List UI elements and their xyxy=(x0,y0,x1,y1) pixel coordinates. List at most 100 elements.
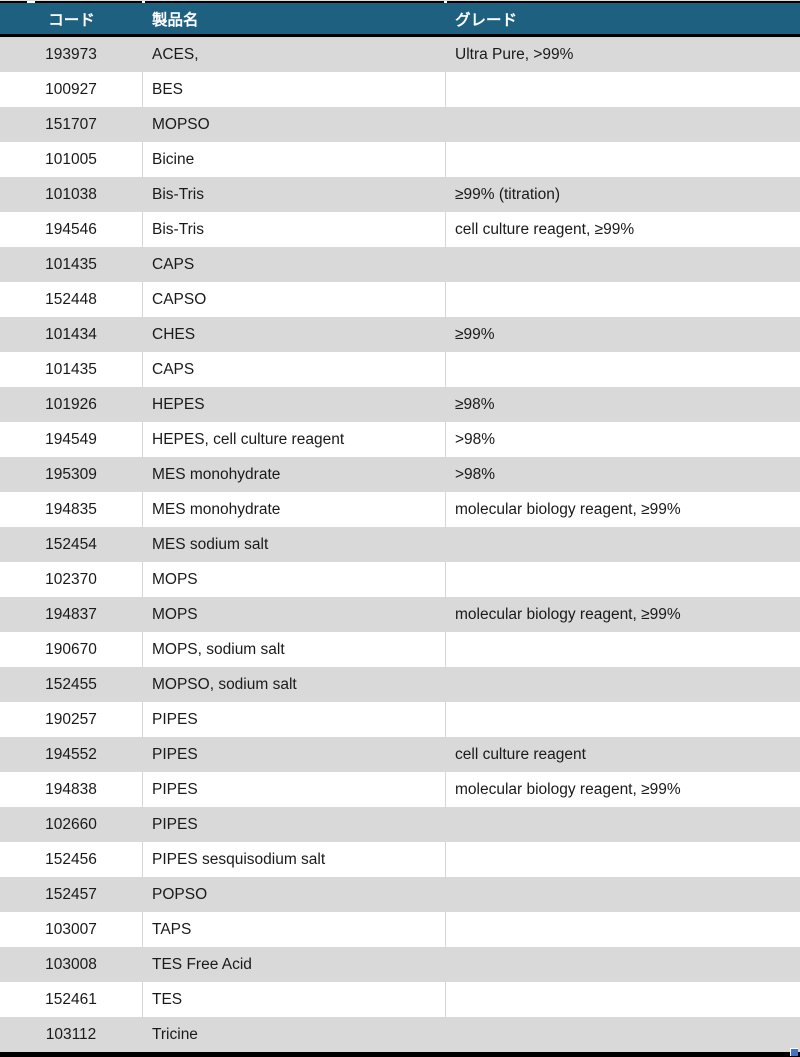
cell-product-name: CAPSO xyxy=(143,282,446,317)
table-row: 101005 Bicine xyxy=(0,142,800,177)
cell-code: 152456 xyxy=(0,842,143,877)
cell-grade: ≥99% (titration) xyxy=(455,185,560,203)
cell-product-name: TAPS xyxy=(143,912,446,947)
cell-code: 195309 xyxy=(0,457,143,492)
cell-code: 152448 xyxy=(0,282,143,317)
cell-code: 102370 xyxy=(0,562,143,597)
table-row: 195309 MES monohydrate >98% xyxy=(0,457,800,492)
cell-product-name: MOPS xyxy=(143,562,446,597)
cell-grade xyxy=(446,282,800,317)
table-row: 152455 MOPSO, sodium salt xyxy=(0,667,800,702)
table-row: 194838 PIPES molecular biology reagent, … xyxy=(0,772,800,807)
table-row: 100927 BES xyxy=(0,72,800,107)
table-header-row: コード 製品名 グレード xyxy=(0,3,800,34)
cell-code: 103007 xyxy=(0,912,143,947)
cell-grade xyxy=(446,527,800,562)
cell-code: 101435 xyxy=(0,352,143,387)
cell-grade: >98% xyxy=(455,465,496,483)
cell-code: 100927 xyxy=(0,72,143,107)
cell-code: 101038 xyxy=(0,177,143,212)
cell-grade xyxy=(446,947,800,982)
table-row: 190670 MOPS, sodium salt xyxy=(0,632,800,667)
cell-code: 101005 xyxy=(0,142,143,177)
cell-product-name: CAPS xyxy=(143,247,446,282)
cell-grade xyxy=(446,982,800,1017)
table-row: 101434 CHES ≥99% xyxy=(0,317,800,352)
table-row: 194835 MES monohydrate molecular biology… xyxy=(0,492,800,527)
cell-product-name: HEPES, cell culture reagent xyxy=(143,422,446,457)
cell-product-name: Tricine xyxy=(143,1017,446,1052)
cell-product-name: CHES xyxy=(143,317,446,352)
table-top-edge xyxy=(0,0,800,1)
table-row: 194552 PIPES cell culture reagent xyxy=(0,737,800,772)
table-body: 193973 ACES, Ultra Pure, >99% 100927 BES… xyxy=(0,37,800,1052)
table-row: 102660 PIPES xyxy=(0,807,800,842)
table-row: 190257 PIPES xyxy=(0,702,800,737)
cell-code: 194837 xyxy=(0,597,143,632)
cell-grade: cell culture reagent, ≥99% xyxy=(455,220,635,238)
table-row: 101435 CAPS xyxy=(0,352,800,387)
table-row: 194549 HEPES, cell culture reagent >98% xyxy=(0,422,800,457)
cell-code: 152455 xyxy=(0,667,143,702)
gridline-notch xyxy=(142,1,145,3)
table-row: 101038 Bis-Tris ≥99% (titration) xyxy=(0,177,800,212)
cell-product-name: PIPES xyxy=(143,702,446,737)
cell-code: 103008 xyxy=(0,947,143,982)
table-row: 194546 Bis-Tris cell culture reagent, ≥9… xyxy=(0,212,800,247)
cell-grade xyxy=(446,1017,800,1052)
cell-grade xyxy=(446,107,800,142)
cell-product-name: Bicine xyxy=(143,142,446,177)
table-top-border xyxy=(0,1,800,3)
cell-grade: molecular biology reagent, ≥99% xyxy=(455,500,681,518)
table-row: 151707 MOPSO xyxy=(0,107,800,142)
cell-product-name: MOPS, sodium salt xyxy=(143,632,446,667)
cell-product-name: TES Free Acid xyxy=(143,947,446,982)
table-row: 102370 MOPS xyxy=(0,562,800,597)
cell-grade xyxy=(446,72,800,107)
cell-code: 194838 xyxy=(0,772,143,807)
cell-code: 103112 xyxy=(0,1017,143,1052)
table-row: 152457 POPSO xyxy=(0,877,800,912)
table-row: 103112 Tricine xyxy=(0,1017,800,1052)
cell-product-name: POPSO xyxy=(143,877,446,912)
cell-product-name: Bis-Tris xyxy=(143,177,446,212)
selection-fill-handle[interactable] xyxy=(790,1048,798,1056)
cell-product-name: MOPSO, sodium salt xyxy=(143,667,446,702)
cell-product-name: BES xyxy=(143,72,446,107)
table-row: 101926 HEPES ≥98% xyxy=(0,387,800,422)
cell-code: 101435 xyxy=(0,247,143,282)
cell-grade: >98% xyxy=(455,430,496,448)
cell-grade xyxy=(446,912,800,947)
cell-code: 194552 xyxy=(0,737,143,772)
cell-code: 190670 xyxy=(0,632,143,667)
cell-product-name: MES monohydrate xyxy=(143,457,446,492)
cell-product-name: ACES, xyxy=(143,37,446,72)
column-header-grade: グレード xyxy=(455,11,518,29)
cell-product-name: HEPES xyxy=(143,387,446,422)
table-row: 152456 PIPES sesquisodium salt xyxy=(0,842,800,877)
cell-product-name: MES monohydrate xyxy=(143,492,446,527)
cell-code: 101434 xyxy=(0,317,143,352)
cell-product-name: MOPS xyxy=(143,597,446,632)
table-row: 193973 ACES, Ultra Pure, >99% xyxy=(0,37,800,72)
cell-grade xyxy=(446,877,800,912)
table-row: 101435 CAPS xyxy=(0,247,800,282)
cell-grade: cell culture reagent xyxy=(455,745,586,763)
cell-grade xyxy=(446,632,800,667)
cell-grade xyxy=(446,842,800,877)
cell-grade xyxy=(446,562,800,597)
cell-product-name: PIPES xyxy=(143,772,446,807)
cell-product-name: PIPES xyxy=(143,737,446,772)
table-bottom-border xyxy=(0,1052,800,1057)
cell-product-name: PIPES sesquisodium salt xyxy=(143,842,446,877)
cell-code: 152461 xyxy=(0,982,143,1017)
cell-product-name: MES sodium salt xyxy=(143,527,446,562)
gridline-notch xyxy=(444,1,447,3)
cell-code: 193973 xyxy=(0,37,143,72)
cell-code: 194549 xyxy=(0,422,143,457)
cell-product-name: TES xyxy=(143,982,446,1017)
cell-code: 194546 xyxy=(0,212,143,247)
cell-grade xyxy=(446,352,800,387)
cell-grade: molecular biology reagent, ≥99% xyxy=(455,605,681,623)
